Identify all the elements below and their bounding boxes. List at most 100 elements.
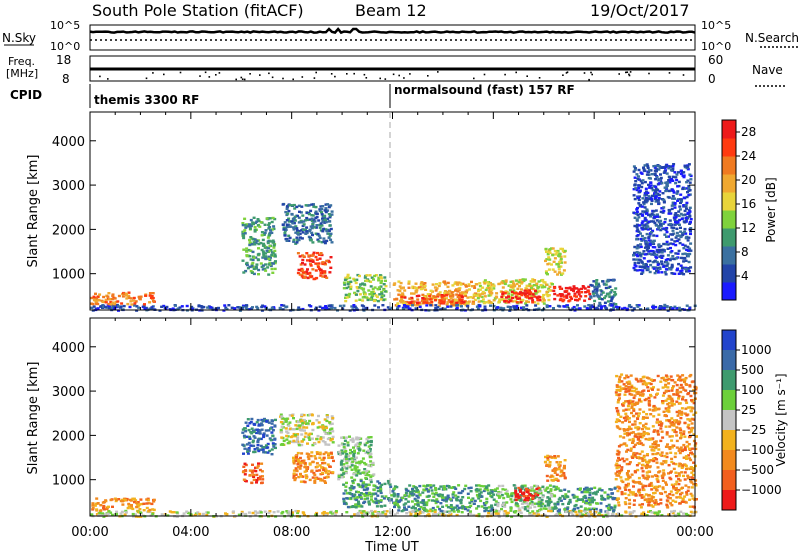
data-cell — [241, 428, 245, 431]
data-cell — [311, 422, 314, 426]
data-cell — [128, 305, 132, 309]
data-cell — [110, 306, 114, 310]
data-cell — [538, 496, 542, 500]
data-cell — [134, 515, 138, 518]
data-cell — [635, 208, 639, 211]
data-cell — [168, 510, 172, 513]
data-cell — [125, 297, 129, 300]
data-cell — [568, 498, 572, 502]
data-cell — [588, 493, 592, 497]
data-cell — [548, 484, 552, 487]
data-cell — [648, 234, 652, 237]
data-cell — [403, 289, 407, 292]
data-cell — [494, 503, 498, 506]
data-cell — [380, 290, 384, 294]
data-cell — [509, 296, 513, 299]
data-cell — [531, 510, 535, 513]
data-cell — [263, 305, 267, 308]
data-cell — [321, 466, 325, 470]
data-cell — [297, 442, 301, 445]
data-cell — [685, 195, 689, 199]
data-cell — [484, 288, 488, 292]
data-cell — [379, 504, 383, 508]
data-cell — [347, 455, 351, 458]
data-cell — [360, 505, 364, 508]
data-cell — [366, 494, 370, 497]
freq-label-line2: [MHz] — [6, 67, 38, 80]
data-cell — [96, 307, 100, 310]
data-cell — [131, 512, 135, 516]
data-cell — [337, 474, 341, 478]
data-cell — [655, 176, 659, 179]
data-cell — [424, 295, 428, 298]
data-cell — [259, 241, 263, 245]
data-cell — [490, 292, 494, 295]
data-cell — [632, 407, 636, 411]
data-cell — [641, 457, 644, 460]
data-cell — [548, 251, 552, 254]
data-cell — [655, 168, 659, 171]
data-cell — [646, 166, 650, 170]
data-cell — [449, 513, 453, 516]
data-cell — [233, 307, 237, 310]
data-cell — [364, 473, 368, 477]
data-cell — [455, 293, 459, 296]
data-cell — [400, 509, 404, 513]
data-cell — [106, 295, 110, 298]
data-cell — [535, 495, 538, 498]
data-cell — [381, 511, 385, 514]
data-cell — [380, 512, 384, 516]
data-cell — [553, 270, 557, 273]
data-cell — [645, 463, 649, 466]
data-cell — [316, 434, 320, 438]
data-cell — [305, 426, 309, 429]
data-cell — [646, 267, 650, 270]
data-cell — [465, 289, 469, 292]
data-cell — [243, 232, 247, 235]
data-cell — [497, 301, 501, 304]
data-cell — [353, 497, 357, 500]
data-cell — [655, 269, 658, 272]
data-cell — [486, 489, 490, 492]
data-cell — [426, 510, 430, 513]
data-cell — [578, 488, 582, 491]
data-cell — [687, 267, 691, 270]
data-cell — [689, 266, 693, 269]
data-cell — [679, 230, 683, 233]
data-cell — [635, 173, 639, 176]
data-cell — [564, 493, 568, 496]
data-cell — [466, 509, 470, 512]
data-cell — [209, 306, 213, 309]
data-cell — [624, 408, 628, 411]
data-cell — [283, 234, 287, 237]
data-cell — [640, 512, 644, 515]
data-cell — [369, 475, 373, 478]
data-cell — [529, 287, 533, 291]
data-cell — [246, 450, 250, 453]
data-cell — [433, 286, 437, 289]
nsky-strip: N.Sky 10^5 10^0 10^5 10^0 N.Search — [2, 19, 799, 53]
data-cell — [671, 202, 675, 205]
data-cell — [654, 305, 658, 309]
data-cell — [270, 422, 274, 425]
data-cell — [649, 240, 653, 243]
data-cell — [321, 439, 325, 443]
data-cell — [323, 214, 327, 218]
data-cell — [268, 261, 272, 265]
data-cell — [655, 219, 659, 222]
data-cell — [371, 500, 375, 503]
data-cell — [683, 244, 687, 247]
data-cell — [295, 455, 298, 459]
data-cell — [658, 255, 662, 258]
data-cell — [682, 204, 686, 207]
data-cell — [400, 295, 404, 299]
data-cell — [469, 510, 472, 513]
data-cell — [514, 498, 518, 502]
data-cell — [137, 511, 141, 514]
data-cell — [520, 502, 524, 505]
data-cell — [645, 224, 649, 227]
data-cell — [303, 429, 306, 432]
data-cell — [422, 283, 426, 286]
data-cell — [296, 465, 300, 469]
data-cell — [466, 296, 470, 299]
